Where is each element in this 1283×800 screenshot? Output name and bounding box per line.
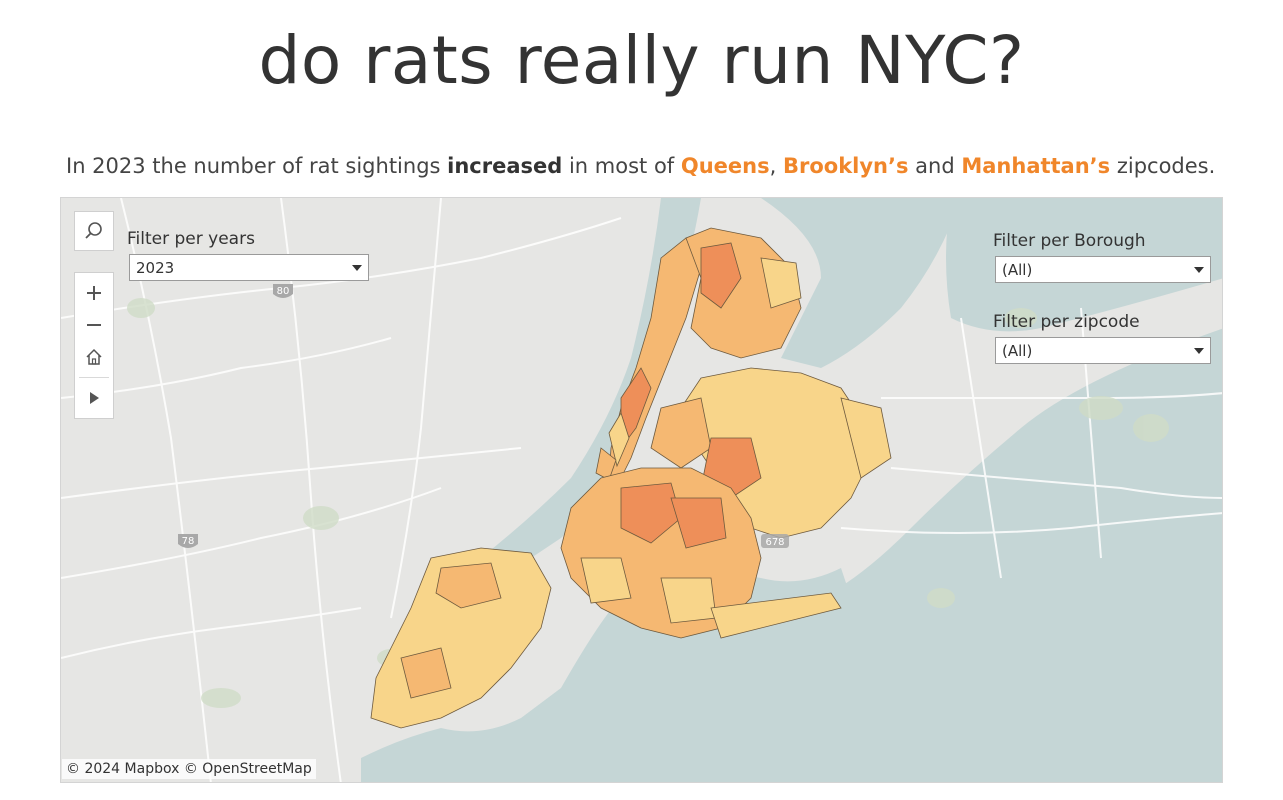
home-button[interactable] [75, 341, 113, 373]
borough-bronx[interactable] [685, 227, 802, 359]
filter-years-label: Filter per years [127, 229, 255, 249]
chevron-down-icon [352, 264, 362, 271]
subtitle-text-3: zipcodes. [1110, 154, 1216, 178]
home-icon [86, 348, 102, 365]
filter-borough-label: Filter per Borough [993, 231, 1146, 251]
search-icon [85, 222, 102, 239]
page-title: do rats really run NYC? [258, 22, 1025, 99]
svg-text:80: 80 [277, 286, 290, 297]
subtitle-comma: , [769, 154, 783, 178]
borough-brooklyn[interactable] [560, 467, 842, 639]
filter-zipcode-select[interactable]: (All) [995, 337, 1211, 364]
map-search-button[interactable] [74, 211, 114, 251]
filter-years-value: 2023 [136, 258, 175, 277]
map-view[interactable]: 80 78 678 [60, 197, 1223, 783]
subtitle-text-1: In 2023 the number of rat sightings [66, 154, 448, 178]
borough-staten-island[interactable] [370, 547, 552, 729]
play-icon [90, 392, 99, 404]
subtitle-brooklyn: Brooklyn’s [782, 154, 909, 178]
toolbar-divider [79, 377, 109, 378]
chevron-down-icon [1194, 266, 1204, 273]
subtitle-manhattan: Manhattan’s [961, 154, 1111, 178]
zoom-out-icon [87, 324, 101, 326]
filter-years-select[interactable]: 2023 [129, 254, 369, 281]
svg-text:78: 78 [182, 536, 195, 547]
zoom-in-icon [87, 286, 101, 300]
filter-zipcode-label: Filter per zipcode [993, 312, 1140, 332]
borough-manhattan[interactable] [595, 237, 702, 481]
filter-zipcode-value: (All) [1002, 341, 1033, 360]
filter-borough-select[interactable]: (All) [995, 256, 1211, 283]
borough-queens[interactable] [650, 367, 892, 539]
chevron-down-icon [1194, 347, 1204, 354]
subtitle-and: and [908, 154, 962, 178]
svg-text:678: 678 [765, 537, 784, 548]
map-attribution[interactable]: © 2024 Mapbox © OpenStreetMap [62, 759, 316, 779]
subtitle: In 2023 the number of rat sightings incr… [66, 154, 1246, 178]
highway-shield-78: 78 [178, 534, 198, 548]
highway-shield-80: 80 [273, 284, 293, 298]
subtitle-emphasis: increased [447, 154, 563, 178]
filter-borough-value: (All) [1002, 260, 1033, 279]
zoom-out-button[interactable] [75, 309, 113, 341]
map-canvas[interactable]: 80 78 678 [61, 198, 1223, 783]
subtitle-queens: Queens [680, 154, 770, 178]
play-button[interactable] [75, 382, 113, 414]
subtitle-text-2: in most of [562, 154, 681, 178]
zoom-in-button[interactable] [75, 277, 113, 309]
highway-shield-678: 678 [761, 534, 789, 548]
map-toolbar [74, 272, 114, 419]
